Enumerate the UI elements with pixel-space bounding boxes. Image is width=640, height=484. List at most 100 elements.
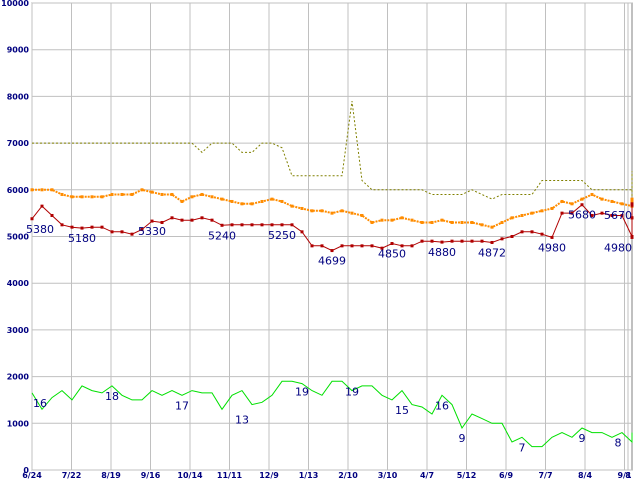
series-point-2	[630, 216, 634, 220]
series-point-1	[170, 192, 174, 196]
series-point-1	[560, 199, 564, 203]
series-point-1	[40, 188, 44, 192]
y-tick-label: 1000	[7, 419, 30, 428]
series-point-2	[260, 223, 264, 227]
series-point-2	[90, 225, 94, 229]
series-point-2	[200, 216, 204, 220]
x-tick-label: 8/19	[101, 471, 121, 480]
series-point-1	[30, 188, 34, 192]
series-point-1	[460, 220, 464, 224]
data-label: 4980	[604, 241, 632, 254]
series-point-2	[190, 218, 194, 222]
series-point-2	[100, 225, 104, 229]
x-tick-label: 8/4	[578, 471, 592, 480]
series-point-2	[280, 223, 284, 227]
series-point-1	[200, 192, 204, 196]
series-point-1	[110, 192, 114, 196]
data-label: 19	[295, 385, 309, 398]
y-tick-label: 8000	[7, 92, 30, 101]
y-tick-label: 5000	[7, 233, 30, 242]
series-point-1	[300, 206, 304, 210]
series-point-1	[270, 197, 274, 201]
series-point-1	[210, 195, 214, 199]
series-point-2	[70, 225, 74, 229]
x-tick-label: 1/13	[299, 471, 319, 480]
series-point-2	[170, 216, 174, 220]
series-point-1	[60, 192, 64, 196]
series-point-2	[40, 204, 44, 208]
data-label: 8	[615, 437, 622, 450]
series-point-2	[570, 211, 574, 215]
series-point-2	[220, 223, 224, 227]
series-point-2	[610, 213, 614, 217]
series-point-2	[340, 244, 344, 248]
data-label: 5240	[208, 229, 236, 242]
series-point-1	[480, 223, 484, 227]
series-point-1	[360, 213, 364, 217]
series-point-1	[630, 197, 634, 201]
series-point-2	[550, 235, 554, 239]
series-point-2	[130, 232, 134, 236]
series-point-1	[510, 216, 514, 220]
series-point-2	[410, 244, 414, 248]
series-point-2	[490, 240, 494, 244]
series-point-1	[600, 197, 604, 201]
x-tick-label: 4/7	[420, 471, 434, 480]
series-point-2	[620, 213, 624, 217]
data-label: 16	[33, 397, 47, 410]
series-point-2	[310, 244, 314, 248]
series-point-1	[570, 202, 574, 206]
series-point-1	[290, 204, 294, 208]
series-point-2	[140, 227, 144, 231]
x-tick-label: 3/10	[378, 471, 398, 480]
series-point-1	[340, 209, 344, 213]
series-point-1	[450, 220, 454, 224]
y-tick-label: 0	[23, 466, 29, 475]
series-point-2	[590, 213, 594, 217]
series-point-1	[580, 197, 584, 201]
series-point-2	[460, 239, 464, 243]
series-point-2	[110, 230, 114, 234]
series-point-2	[350, 244, 354, 248]
series-point-1	[350, 211, 354, 215]
series-point-1	[500, 220, 504, 224]
data-label: 5680	[568, 209, 596, 222]
data-label: 13	[235, 413, 249, 426]
series-point-2	[230, 223, 234, 227]
x-tick-label: 12/9	[259, 471, 279, 480]
data-label: 4980	[538, 241, 566, 254]
x-tick-label: 8	[625, 471, 631, 480]
x-tick-label: 6/9	[499, 471, 513, 480]
series-point-2	[420, 239, 424, 243]
data-label: 17	[175, 399, 189, 412]
series-point-1	[250, 202, 254, 206]
series-point-2	[450, 239, 454, 243]
series-point-1	[160, 192, 164, 196]
series-point-2	[430, 239, 434, 243]
data-label: 4699	[318, 255, 346, 268]
data-label: 16	[435, 399, 449, 412]
data-label: 7	[519, 441, 526, 454]
series-point-2	[500, 237, 504, 241]
y-tick-label: 2000	[7, 373, 30, 382]
series-point-2	[470, 239, 474, 243]
series-point-2	[270, 223, 274, 227]
series-point-2	[50, 213, 54, 217]
series-point-1	[540, 209, 544, 213]
data-label: 4880	[428, 246, 456, 259]
x-tick-label: 2/10	[338, 471, 358, 480]
data-label: 5330	[138, 225, 166, 238]
y-tick-label: 9000	[7, 46, 30, 55]
x-tick-label: 6/24	[22, 471, 42, 480]
series-point-2	[60, 223, 64, 227]
series-point-1	[220, 197, 224, 201]
series-point-1	[430, 220, 434, 224]
data-label: 15	[395, 404, 409, 417]
data-label: 5250	[268, 229, 296, 242]
series-line-0	[32, 101, 633, 200]
series-point-1	[140, 188, 144, 192]
series-point-2	[180, 218, 184, 222]
series-point-2	[520, 230, 524, 234]
y-tick-label: 7000	[7, 139, 30, 148]
series-point-1	[550, 206, 554, 210]
